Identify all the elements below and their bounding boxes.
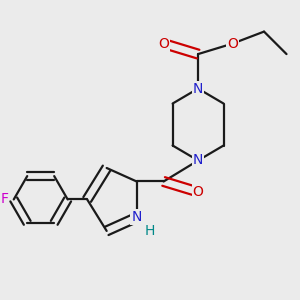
Text: N: N bbox=[193, 82, 203, 96]
Text: O: O bbox=[158, 37, 169, 51]
Text: H: H bbox=[145, 224, 155, 238]
Text: O: O bbox=[193, 185, 203, 199]
Text: N: N bbox=[193, 154, 203, 167]
Text: F: F bbox=[0, 193, 8, 206]
Text: O: O bbox=[227, 37, 238, 51]
Text: N: N bbox=[131, 210, 142, 224]
